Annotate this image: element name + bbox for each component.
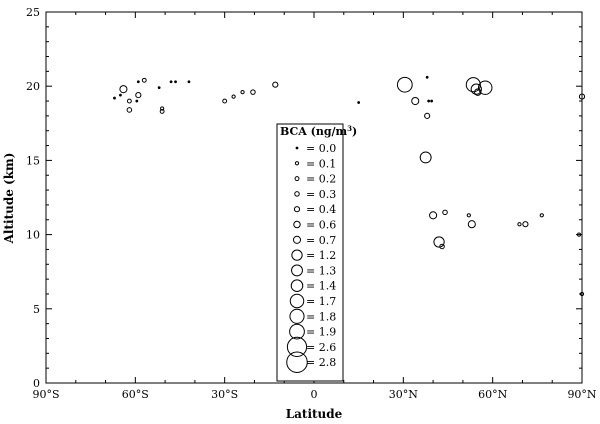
data-points: -67, 19.2 km, 0-65, 19.4 km, 0-64, 19.8 … [113,75,586,297]
data-point: 71, 10.7 km, 0.4 [522,221,529,228]
legend-marker [289,293,305,309]
legend-label: = 1.7 [306,295,336,308]
data-point: 39.5, 19 km, 0 [430,99,434,103]
x-tick-label: 0 [311,388,318,401]
legend-marker [294,161,300,166]
legend-marker [293,220,301,229]
data-point: 55, 19.6 km, 0.6 [474,88,482,96]
legend-marker [286,336,308,358]
legend-title-suffix: ) [352,125,357,138]
data-point: 38.5, 19 km, 0 [427,99,431,103]
x-tick-label: 60°S [122,388,149,401]
data-point: 34, 19 km, 0.7 [411,97,420,106]
data-point: 38, 20.6 km, 0 [425,75,429,79]
y-axis-title: Altitude (km) [2,153,16,245]
data-point: -64, 19.8 km, 0.7 [119,85,128,94]
data-point: -20.5, 19.6 km, 0.3 [250,89,256,95]
legend-marker [292,235,302,244]
legend-label: = 2.6 [306,341,336,354]
legend-label: = 0.2 [306,173,336,186]
data-point: -62, 19 km, 0.2 [126,98,132,104]
data-point: 53.5, 20.1 km, 1.8 [465,77,481,93]
data-point: -65, 19.4 km, 0 [119,93,122,97]
data-point: -52, 19.9 km, 0 [157,86,161,90]
legend-marker [294,176,300,182]
x-tick-label: 90°N [567,388,596,401]
data-point: 37.5, 15.2 km, 1.3 [419,151,432,164]
data-point: -59, 20.3 km, 0 [136,80,140,84]
data-point: 69, 10.7 km, 0.1 [517,222,522,227]
legend-marker [295,146,299,150]
data-point: 54.5, 19.8 km, 1.2 [470,83,482,95]
legend-marker [286,351,308,373]
legend-label: = 1.8 [306,310,336,323]
legend: BCA (ng/m3) = 0.0= 0.1= 0.2= 0.3= 0.4= 0… [276,123,357,382]
data-point: 76.5, 11.3 km, 0.1 [539,213,544,218]
legend-marker [290,279,304,292]
x-tick-label: 90°S [32,388,59,401]
data-point: 30.5, 20.1 km, 1.9 [396,76,413,93]
x-tick-label: 30°S [211,388,238,401]
data-point: -67, 19.2 km, 0 [113,96,116,100]
legend-label: = 1.4 [306,280,336,293]
legend-label: = 1.2 [306,249,336,262]
data-point: -48, 20.3 km, 0 [169,80,173,84]
data-point: 90, 6 km, 0.1 [579,291,585,297]
legend-box [276,123,344,382]
legend-marker [291,249,303,261]
legend-marker [289,323,305,340]
legend-label: = 1.9 [306,326,336,339]
data-point: 89, 10 km, 0.1 [576,232,582,237]
legend-marker [291,264,303,277]
legend-label: = 1.3 [306,264,336,277]
data-point: -27, 19.3 km, 0.1 [231,94,236,99]
legend-marker [293,206,301,213]
y-tick-label: 5 [33,303,40,316]
data-point: 38, 18 km, 0.4 [424,112,431,119]
legend-label: = 0.3 [306,188,336,201]
data-point: -59.5, 19 km, 0 [135,99,139,103]
data-point: -57, 20.4 km, 0.2 [141,77,147,83]
data-point: -59, 19.4 km, 0.4 [135,92,142,99]
legend-label: = 2.8 [306,356,336,369]
x-axis-title: Latitude [286,407,343,421]
legend-marker [294,191,300,197]
data-point: -51, 18.5 km, 0.1 [160,106,165,111]
data-point: 52, 11.3 km, 0.1 [466,213,471,218]
y-tick-label: 25 [26,6,40,19]
data-point: -24, 19.6 km, 0.1 [240,90,245,95]
legend-label: = 0.7 [306,234,336,247]
y-tick-label: 20 [26,80,40,93]
x-tick-label: 60°N [478,388,507,401]
data-point: 43, 9.2 km, 0.3 [439,243,445,250]
data-point: 53, 10.7 km, 0.7 [467,220,476,229]
legend-label: = 0.4 [306,203,336,216]
data-point: 57.5, 19.9 km, 1.7 [477,80,493,95]
y-tick-label: 0 [33,377,40,390]
x-tick-label: 30°N [389,388,418,401]
data-point: 15, 18.9 km, 0 [357,101,361,104]
legend-marker [289,308,305,324]
legend-title: BCA (ng/m3) [280,124,357,139]
data-point: -30, 19 km, 0.2 [222,98,228,104]
data-point: -62, 18.4 km, 0.3 [126,107,133,113]
y-tick-label: 15 [26,154,40,167]
data-point: -42, 20.3 km, 0 [187,80,191,84]
legend-label: = 0.6 [306,219,336,232]
data-point: 90, 19.3 km, 0.4 [578,93,586,100]
legend-label: = 0.1 [306,157,336,170]
y-tick-label: 10 [26,229,40,242]
data-point: -13, 20.1 km, 0.4 [272,81,279,88]
data-point: 40, 11.3 km, 0.7 [429,211,438,220]
data-point: 42, 9.5 km, 1.2 [433,236,445,248]
data-point: -46.5, 20.3 km, 0 [174,80,177,84]
data-point: 44, 11.5 km, 0.3 [442,209,448,216]
legend-entries: = 0.0 = 0.1 = 0.2 = 0.3 = 0.4 = 0.6 = 0.7 = 1.2… [286,142,336,373]
legend-title-sup: 3 [347,124,352,133]
legend-title-prefix: BCA (ng/m [280,125,348,138]
data-point: -51, 18.3 km, 0.2 [159,108,165,114]
legend-label: = 0.0 [306,142,336,155]
